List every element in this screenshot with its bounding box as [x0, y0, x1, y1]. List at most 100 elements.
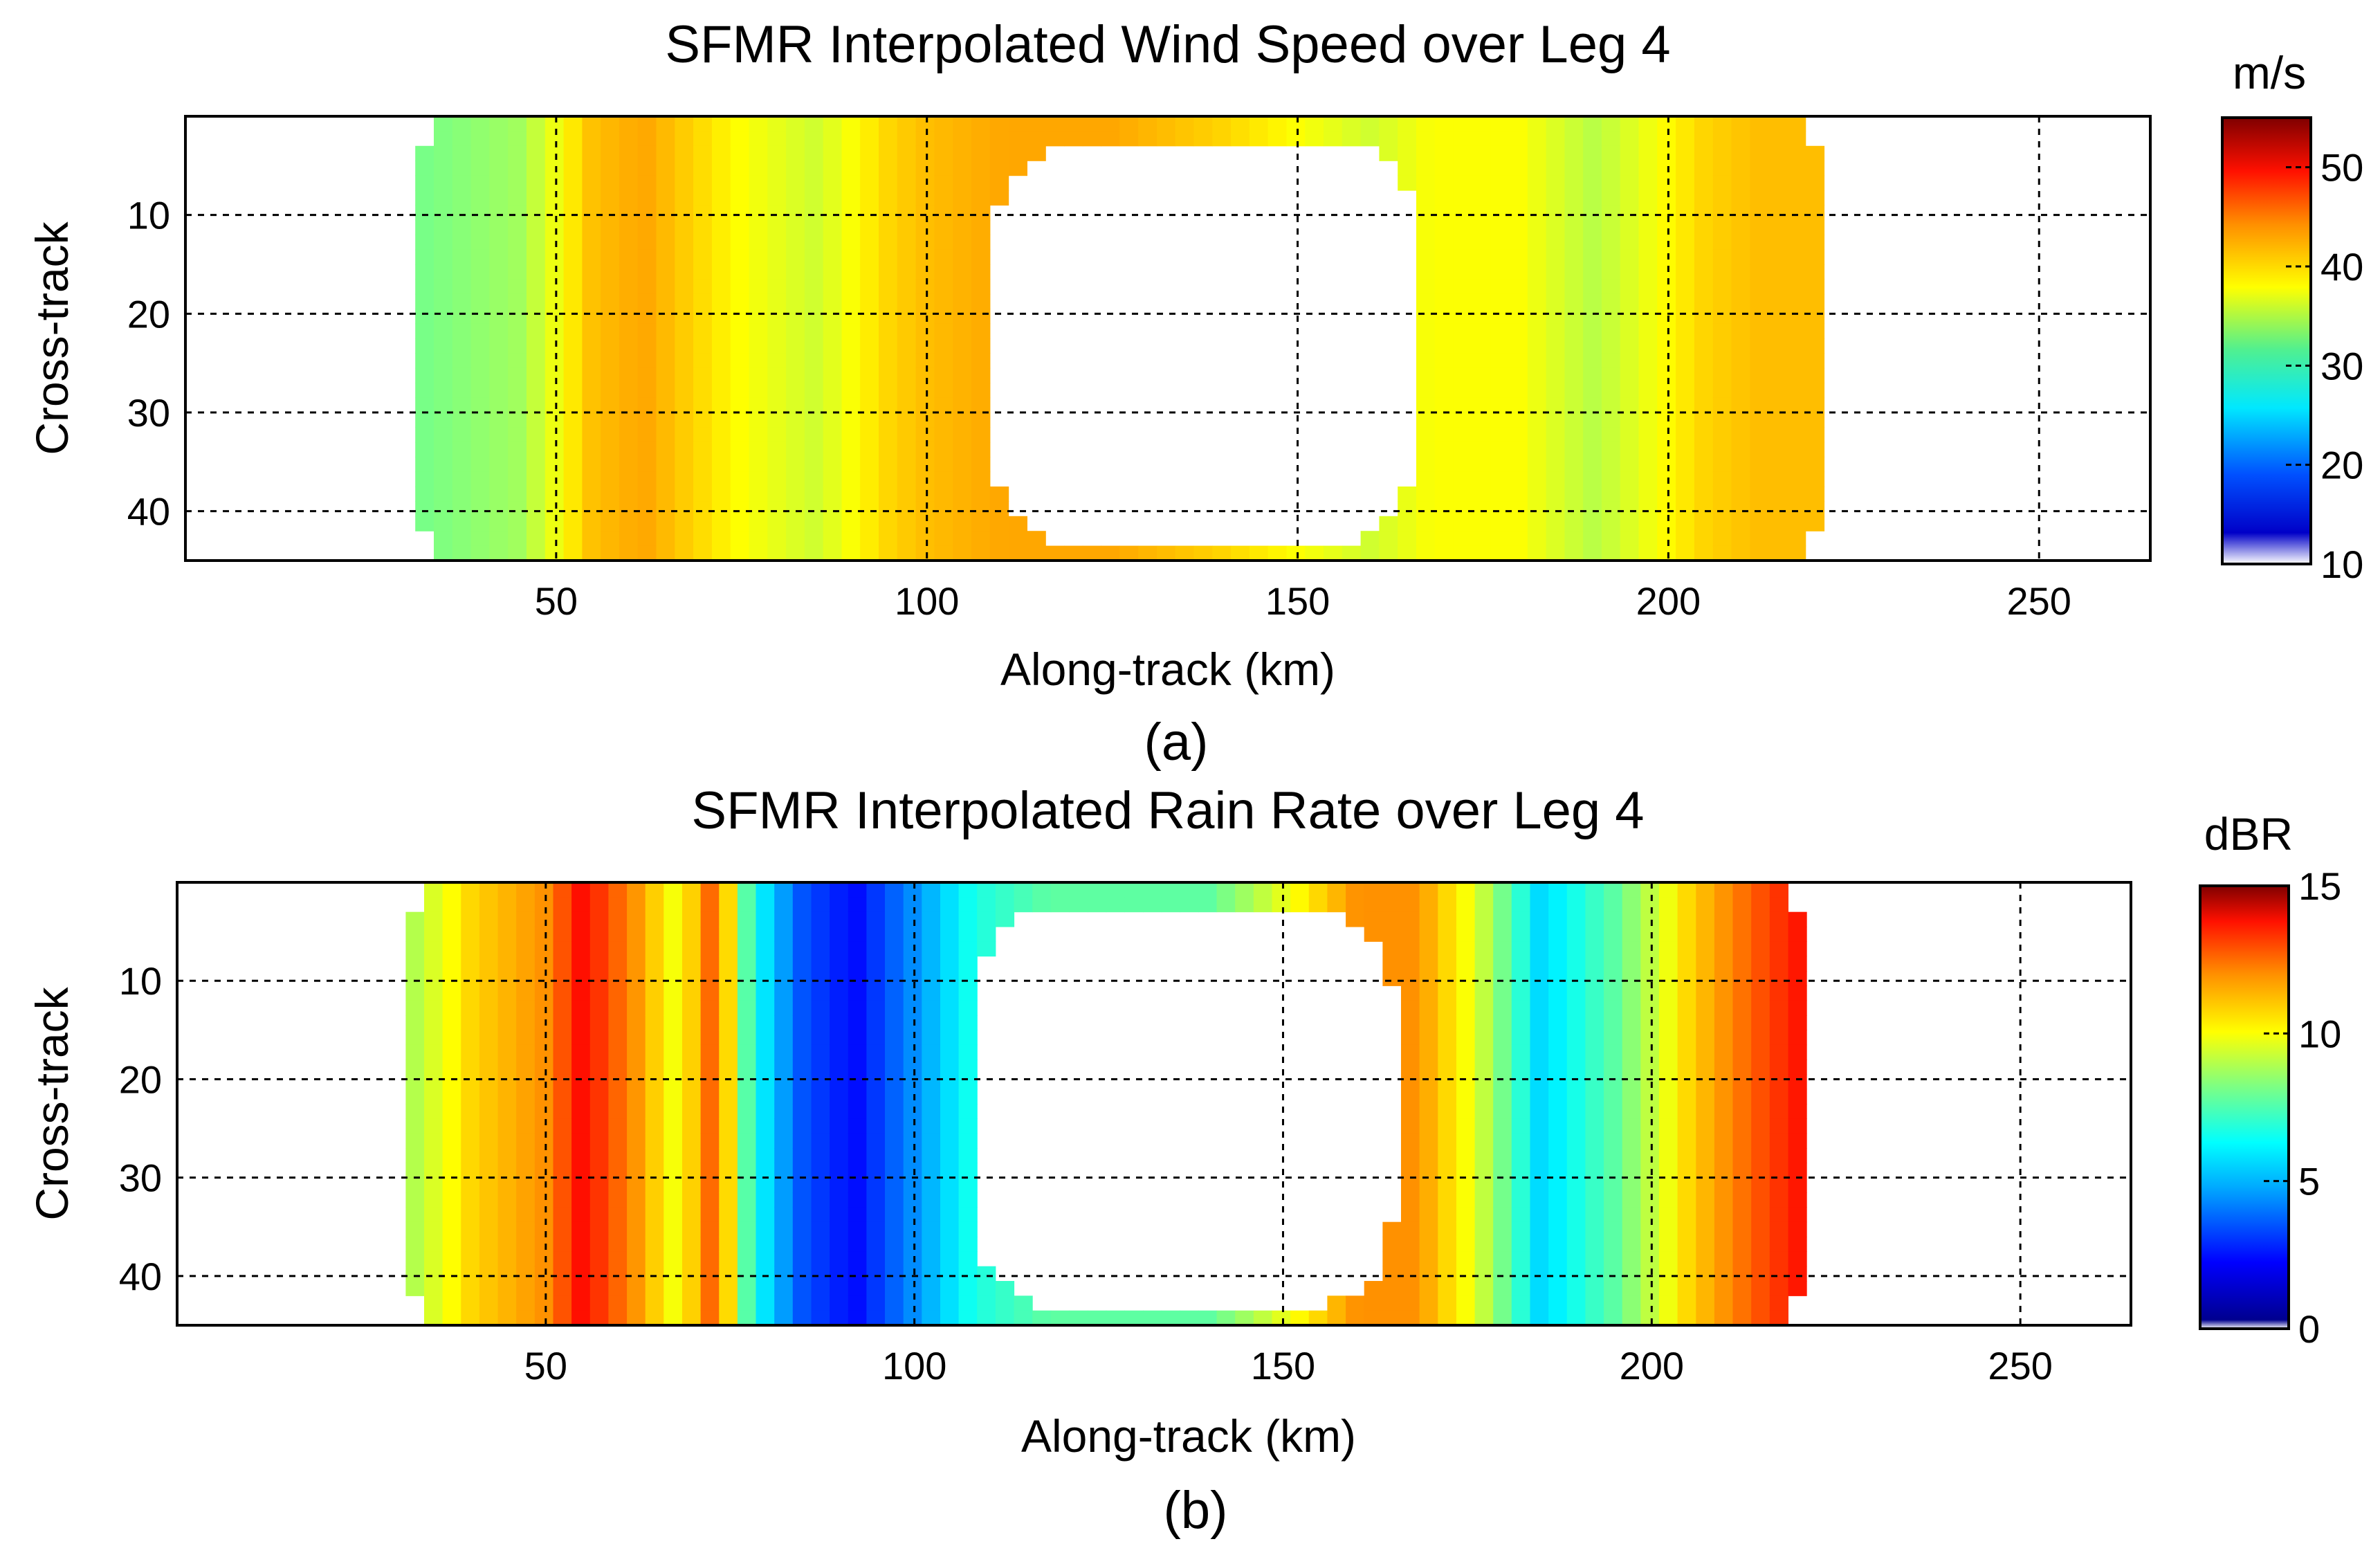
heatmap-cell — [1401, 1163, 1420, 1179]
heatmap-cell — [774, 956, 794, 972]
heatmap-cell — [1419, 1266, 1438, 1282]
heatmap-cell — [756, 1133, 775, 1149]
heatmap-cell — [756, 1163, 775, 1179]
heatmap-cell — [1601, 145, 1621, 161]
heatmap-cell — [1493, 1118, 1512, 1134]
heatmap-cell — [1638, 323, 1658, 339]
heatmap-cell — [637, 383, 657, 399]
heatmap-cell — [693, 249, 713, 265]
heatmap-cell — [1620, 471, 1640, 487]
heatmap-cell — [971, 442, 991, 457]
heatmap-cell — [1472, 338, 1491, 354]
heatmap-cell — [527, 353, 546, 369]
heatmap-cell — [1180, 882, 1199, 898]
heatmap-cell — [1511, 941, 1530, 957]
heatmap-cell — [711, 531, 731, 547]
heatmap-cell — [848, 1044, 867, 1060]
heatmap-cell — [1566, 911, 1586, 927]
heatmap-cell — [1527, 427, 1547, 443]
heatmap-cell — [1401, 1015, 1420, 1030]
heatmap-cell — [1659, 1207, 1678, 1223]
heatmap-cell — [563, 442, 583, 457]
heatmap-cell — [953, 516, 972, 531]
heatmap-cell — [1620, 442, 1640, 457]
heatmap-cell — [1751, 941, 1770, 957]
heatmap-cell — [601, 383, 620, 399]
heatmap-cell — [1732, 985, 1752, 1001]
heatmap-cell — [534, 1133, 553, 1149]
heatmap-cell — [823, 367, 843, 383]
heatmap-cell — [461, 1000, 480, 1016]
heatmap-cell — [627, 1074, 646, 1090]
heatmap-cell — [1511, 1295, 1530, 1311]
heatmap-cell — [1401, 1000, 1420, 1016]
heatmap-cell — [1530, 1074, 1549, 1090]
heatmap-cell — [563, 383, 583, 399]
heatmap-cell — [1193, 131, 1213, 147]
heatmap-cell — [940, 941, 960, 957]
heatmap-cell — [1601, 516, 1621, 531]
heatmap-cell — [866, 1030, 886, 1046]
heatmap-cell — [1620, 457, 1640, 473]
heatmap-cell — [1731, 219, 1750, 235]
heatmap-cell — [563, 545, 583, 561]
heatmap-cell — [1640, 1295, 1660, 1311]
heatmap-cell — [1585, 1044, 1604, 1060]
heatmap-cell — [989, 516, 1009, 531]
heatmap-cell — [958, 1207, 978, 1223]
heatmap-cell — [1751, 1044, 1770, 1060]
heatmap-cell — [1805, 293, 1825, 309]
heatmap-cell — [897, 323, 917, 339]
heatmap-cell — [767, 309, 787, 325]
heatmap-cell — [1769, 1207, 1788, 1223]
heatmap-cell — [461, 1192, 480, 1208]
x-tick-label: 200 — [1636, 579, 1701, 623]
heatmap-cell — [516, 1192, 536, 1208]
heatmap-cell — [1530, 882, 1549, 898]
heatmap-cell — [527, 457, 546, 473]
heatmap-cell — [1585, 1192, 1604, 1208]
heatmap-cell — [1638, 501, 1658, 517]
heatmap-cell — [1751, 1221, 1770, 1237]
heatmap-cell — [1640, 1221, 1660, 1237]
heatmap-cell — [497, 911, 517, 927]
heatmap-cell — [544, 161, 565, 176]
heatmap-cell — [516, 1266, 536, 1282]
heatmap-cell — [656, 412, 675, 428]
heatmap-cell — [934, 293, 953, 309]
heatmap-cell — [1546, 457, 1565, 473]
heatmap-cell — [1527, 249, 1547, 265]
heatmap-cell — [934, 471, 953, 487]
heatmap-cell — [1493, 897, 1512, 913]
heatmap-cell — [860, 427, 879, 443]
heatmap-cell — [922, 1251, 941, 1267]
heatmap-cell — [971, 219, 991, 235]
heatmap-cell — [830, 1074, 849, 1090]
heatmap-cell — [730, 427, 750, 443]
heatmap-cell — [1456, 1207, 1476, 1223]
heatmap-cell — [1509, 219, 1528, 235]
heatmap-cell — [1769, 1251, 1788, 1267]
heatmap-cell — [489, 293, 509, 309]
heatmap-cell — [922, 1104, 941, 1119]
heatmap-cell — [1769, 1060, 1788, 1075]
heatmap-cell — [424, 1192, 443, 1208]
heatmap-cell — [971, 353, 991, 369]
heatmap-cell — [700, 1104, 720, 1119]
heatmap-cell — [434, 279, 453, 295]
heatmap-cell — [915, 442, 935, 457]
heatmap-cell — [767, 235, 787, 251]
heatmap-cell — [1714, 985, 1734, 1001]
heatmap-cell — [1530, 897, 1549, 913]
heatmap-cell — [1416, 219, 1436, 235]
heatmap-cell — [1677, 897, 1696, 913]
heatmap-cell — [866, 1177, 886, 1193]
heatmap-cell — [940, 1163, 960, 1179]
heatmap-cell — [1216, 882, 1236, 898]
heatmap-cell — [841, 131, 861, 147]
heatmap-cell — [589, 911, 609, 927]
heatmap-cell — [582, 116, 601, 131]
heatmap-cell — [866, 985, 886, 1001]
heatmap-cell — [1638, 397, 1658, 413]
heatmap-cell — [737, 1074, 757, 1090]
